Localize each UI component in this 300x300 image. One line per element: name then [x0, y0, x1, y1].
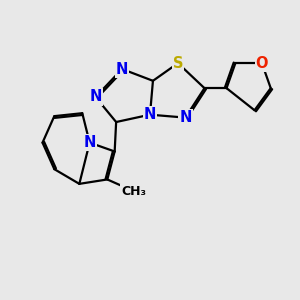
Text: N: N	[116, 61, 128, 76]
Text: N: N	[179, 110, 191, 125]
Text: N: N	[144, 107, 156, 122]
Text: N: N	[83, 135, 96, 150]
Text: O: O	[256, 56, 268, 70]
Text: S: S	[173, 56, 183, 70]
Text: N: N	[89, 89, 102, 104]
Text: CH₃: CH₃	[121, 185, 146, 198]
